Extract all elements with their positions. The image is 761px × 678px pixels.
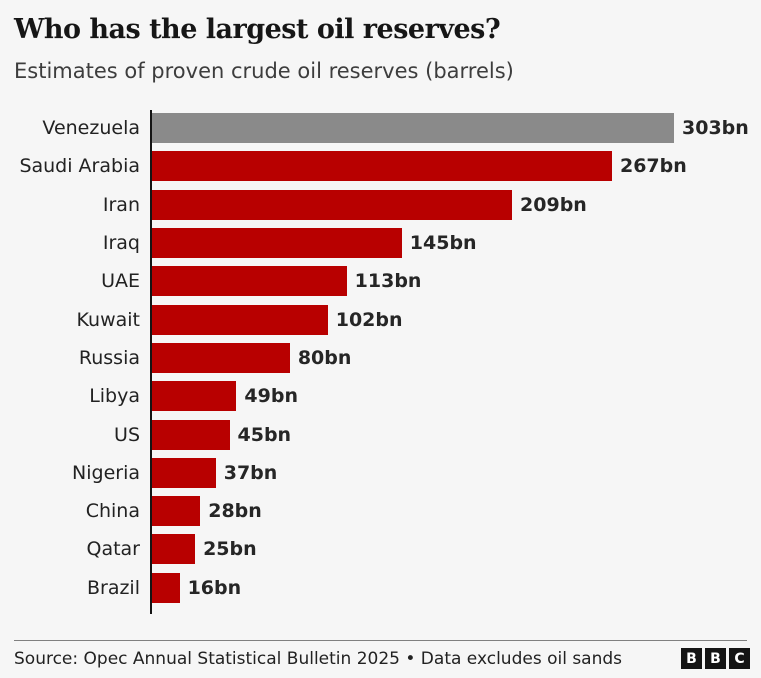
bar-row: Iran 209bn [14,186,761,224]
bar [152,189,513,220]
bar [152,496,201,527]
bar [152,113,674,144]
bar-value-label: 80bn [297,346,352,369]
bar-category-label: Saudi Arabia [19,155,140,178]
bar-row: Kuwait 102bn [14,300,761,338]
bar [152,381,237,412]
bar-row: Brazil 16bn [14,569,761,607]
bar-value-label: 267bn [619,155,687,178]
bar-value-label: 25bn [203,538,257,561]
bar-row: UAE 113bn [14,262,761,300]
bar-row: China 28bn [14,492,761,530]
bar-rows: Venezuela 303bn Saudi Arabia 267bn Iran 209bn… [14,109,761,607]
bar-value-label: 102bn [335,308,403,331]
bar [152,342,290,373]
bar-chart: Venezuela 303bn Saudi Arabia 267bn Iran 209bn… [14,109,761,614]
bar-row: Libya 49bn [14,377,761,415]
bar-value-label: 45bn [237,423,292,446]
footer-divider [14,640,747,641]
bar-value-label: 145bn [409,232,477,255]
bar-category-label: Venezuela [42,117,140,140]
bbc-logo-block: C [729,648,750,669]
bar-value-label: 37bn [223,461,278,484]
bar [152,266,347,297]
bar-value-label: 28bn [208,500,262,523]
bbc-logo-block: B [705,648,726,669]
bar-row: Russia 80bn [14,339,761,377]
bar-category-label: Qatar [86,538,140,561]
bar-category-label: Kuwait [76,308,140,331]
chart-header: Who has the largest oil reserves? Estima… [0,0,761,84]
chart-footer: Source: Opec Annual Statistical Bulletin… [0,640,761,678]
bar [152,534,196,565]
bar-category-label: Russia [78,346,140,369]
bar [152,457,216,488]
bbc-logo-block: B [681,648,702,669]
bar [152,304,328,335]
bar-value-label: 303bn [682,117,749,140]
bar-row: Nigeria 37bn [14,454,761,492]
bar-value-label: 49bn [244,385,298,408]
bar-row: Venezuela 303bn [14,109,761,147]
bar-category-label: Nigeria [72,461,140,484]
bar-category-label: Iran [102,193,140,216]
bar-row: US 45bn [14,415,761,453]
bar-value-label: 113bn [354,270,422,293]
bar-value-label: 16bn [187,576,242,599]
bar [152,151,612,182]
bar [152,228,402,259]
bar-category-label: Iraq [102,232,140,255]
bar-category-label: UAE [101,270,140,293]
page-subtitle: Estimates of proven crude oil reserves (… [14,59,514,83]
bar-category-label: Brazil [86,576,140,599]
source-text: Source: Opec Annual Statistical Bulletin… [14,648,623,669]
bar-category-label: Libya [89,385,140,408]
bar [152,572,180,603]
bar-row: Saudi Arabia 267bn [14,147,761,185]
bar-category-label: US [114,423,140,446]
bar [152,419,230,450]
y-axis-line [150,110,152,614]
bar-row: Iraq 145bn [14,224,761,262]
page-title: Who has the largest oil reserves? [14,14,501,45]
bar-value-label: 209bn [520,193,587,216]
bar-row: Qatar 25bn [14,530,761,568]
bar-category-label: China [85,500,140,523]
